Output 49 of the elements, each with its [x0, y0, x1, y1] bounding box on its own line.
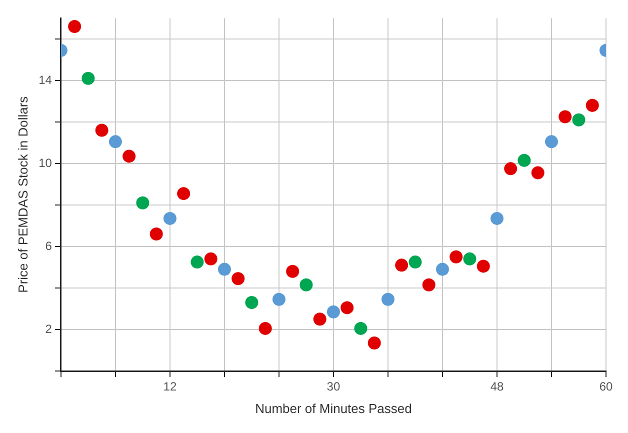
point — [326, 305, 340, 318]
y-axis-title: Price of PEMDAS Stock in Dollars — [15, 96, 30, 293]
point — [490, 212, 504, 225]
point — [272, 292, 286, 306]
point — [300, 278, 313, 292]
point — [544, 135, 558, 148]
point — [586, 98, 599, 112]
y-tick-label: 6 — [45, 238, 52, 253]
point — [531, 166, 544, 180]
point — [95, 124, 108, 137]
point — [476, 260, 490, 273]
point — [463, 252, 476, 266]
point — [558, 110, 572, 124]
point — [286, 264, 300, 278]
point — [163, 212, 176, 225]
point — [572, 113, 586, 126]
point — [232, 272, 245, 286]
y-tick-label: 14 — [38, 72, 52, 87]
point — [204, 252, 218, 266]
point — [450, 250, 463, 264]
point — [82, 72, 95, 85]
point — [190, 256, 204, 269]
point — [136, 196, 150, 210]
point — [258, 322, 272, 335]
point — [395, 258, 408, 272]
x-tick-label: 30 — [326, 380, 340, 394]
x-tick-label: 12 — [163, 380, 177, 394]
point — [368, 336, 381, 350]
point — [381, 292, 394, 306]
point — [218, 262, 231, 276]
point — [122, 150, 136, 163]
point — [108, 135, 122, 148]
point — [354, 322, 368, 335]
point — [422, 278, 436, 292]
x-tick-label: 48 — [490, 380, 504, 394]
point — [518, 154, 531, 167]
point — [408, 256, 422, 269]
y-tick-label: 2 — [45, 322, 52, 336]
point — [436, 262, 449, 276]
point — [313, 312, 326, 326]
x-tick-label: 60 — [599, 380, 613, 394]
point — [245, 296, 258, 310]
y-tick-label: 10 — [38, 156, 52, 170]
point — [340, 301, 354, 314]
point — [504, 162, 518, 176]
point — [177, 187, 190, 200]
x-axis-title: Number of Minutes Passed — [255, 400, 412, 416]
point — [150, 228, 163, 241]
point — [68, 20, 82, 33]
